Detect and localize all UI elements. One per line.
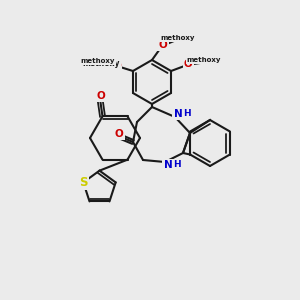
Text: O: O — [184, 59, 192, 69]
Text: methoxy: methoxy — [187, 57, 221, 63]
Text: H: H — [183, 109, 190, 118]
Text: methoxy: methoxy — [81, 58, 115, 64]
Text: H: H — [173, 160, 181, 169]
Text: S: S — [79, 176, 88, 189]
Text: O: O — [115, 129, 123, 139]
Text: methoxy: methoxy — [82, 58, 120, 68]
Text: O: O — [112, 61, 121, 71]
Text: methoxy: methoxy — [161, 35, 195, 41]
Text: N: N — [164, 160, 172, 170]
Text: N: N — [174, 109, 182, 119]
Text: O: O — [96, 91, 105, 101]
Text: O: O — [159, 40, 167, 50]
